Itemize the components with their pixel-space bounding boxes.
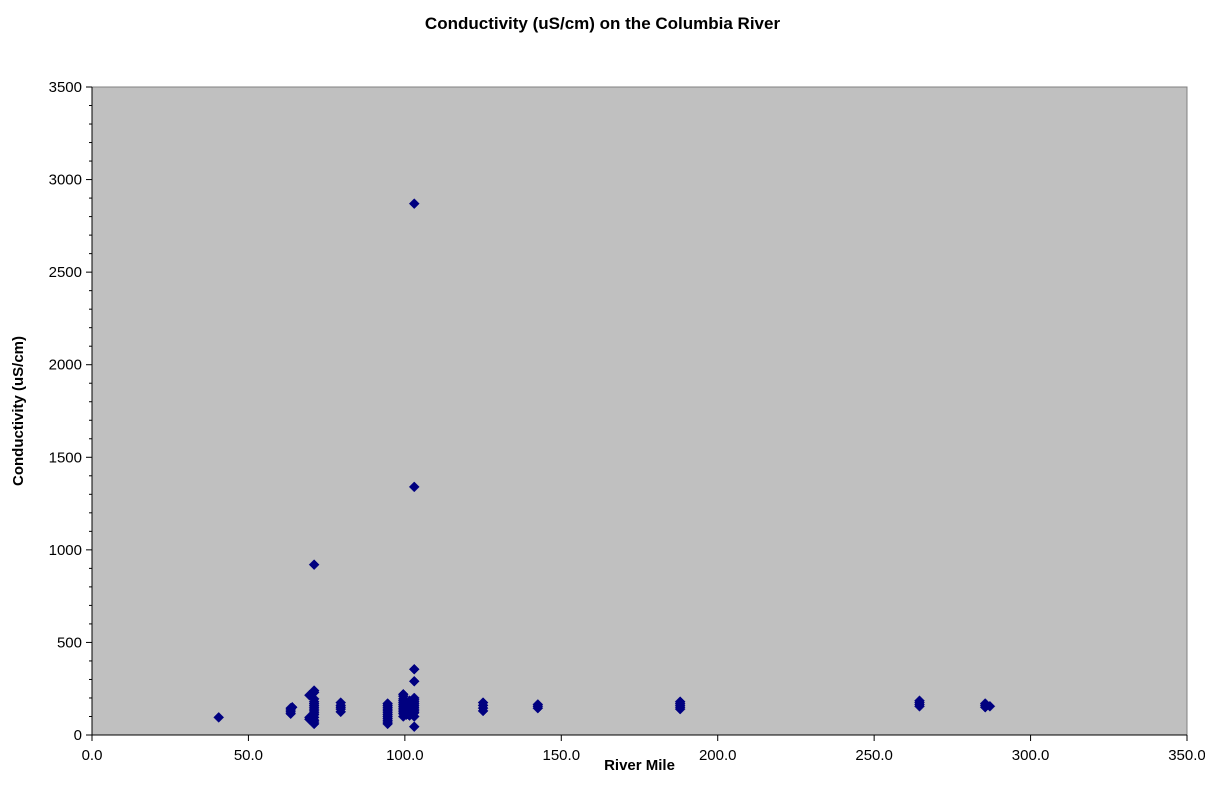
y-tick-label: 2500 <box>49 264 82 281</box>
x-tick-label: 50.0 <box>234 747 263 764</box>
data-point <box>674 696 686 708</box>
data-point <box>984 700 996 712</box>
data-point <box>308 693 320 705</box>
x-tick-label: 100.0 <box>386 747 424 764</box>
y-tick-label: 1500 <box>49 449 82 466</box>
chart-title: Conductivity (uS/cm) on the Columbia Riv… <box>424 14 781 33</box>
y-tick-label: 3000 <box>49 172 82 189</box>
y-axis-title: Conductivity (uS/cm) <box>10 336 27 486</box>
data-point <box>308 559 320 571</box>
data-point <box>308 685 320 696</box>
y-tick-label: 1000 <box>49 542 82 559</box>
data-point <box>382 698 394 709</box>
data-point <box>213 712 225 723</box>
y-tick-label: 3500 <box>49 79 82 96</box>
data-point <box>408 481 420 493</box>
data-points <box>213 198 996 733</box>
x-axis-title: River Mile <box>604 757 675 774</box>
data-point <box>335 697 347 708</box>
y-tick-label: 2000 <box>49 357 82 374</box>
x-tick-label: 350.0 <box>1168 747 1205 764</box>
y-tick-label: 500 <box>57 634 82 651</box>
x-tick-label: 200.0 <box>699 747 737 764</box>
data-point <box>408 663 420 675</box>
y-axis: 0 500 1000 1500 2000 2500 3000 3500 <box>49 79 93 744</box>
data-point <box>477 697 489 708</box>
data-point <box>408 198 420 209</box>
y-tick-label: 0 <box>74 727 82 744</box>
data-point <box>286 701 298 713</box>
data-point <box>397 688 409 700</box>
x-tick-label: 0.0 <box>82 747 103 764</box>
x-tick-label: 300.0 <box>1012 747 1050 764</box>
data-point <box>408 692 420 704</box>
x-axis: 0.0 50.0 100.0 150.0 200.0 250.0 300.0 350.0 <box>82 734 1205 764</box>
data-point <box>408 675 420 687</box>
data-point <box>532 699 544 710</box>
data-point <box>914 695 925 707</box>
plot-area <box>91 86 1188 736</box>
x-tick-label: 150.0 <box>543 747 581 764</box>
data-point <box>408 721 420 733</box>
x-tick-label: 250.0 <box>855 747 893 764</box>
